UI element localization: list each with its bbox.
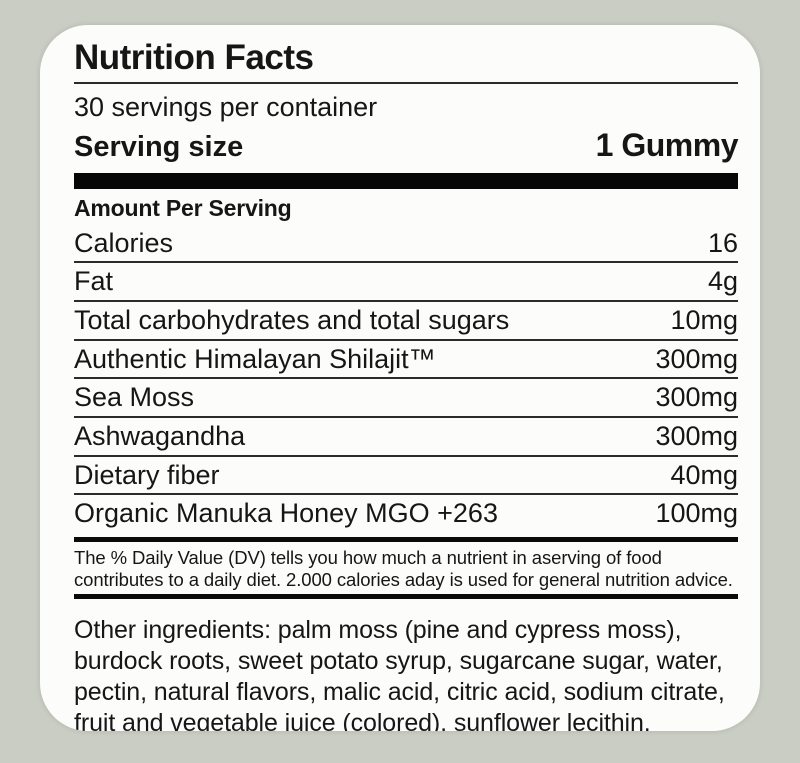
other-ingredients-line: burdock roots, sweet potato syrup, sugar… (74, 647, 723, 676)
nutrient-name: Fat (74, 266, 114, 297)
table-row: Dietary fiber 40mg (74, 457, 738, 496)
footnote-top-bar (74, 537, 738, 543)
daily-value-footnote: The % Daily Value (DV) tells you how muc… (74, 542, 738, 594)
amount-per-serving-heading: Amount Per Serving (74, 194, 292, 221)
nutrient-amount: 10mg (670, 305, 738, 336)
footnote-bottom-bar (74, 594, 738, 600)
nutrient-amount: 300mg (655, 382, 738, 413)
nutrient-amount: 16 (707, 227, 738, 258)
nutrient-amount: 100mg (655, 498, 738, 529)
table-row: Ashwagandha 300mg (74, 418, 738, 457)
daily-value-footnote-line: The % Daily Value (DV) tells you how muc… (74, 547, 662, 569)
table-row: Authentic Himalayan Shilajit™ 300mg (74, 341, 738, 380)
nutrient-name: Organic Manuka Honey MGO +263 (74, 498, 498, 529)
nutrient-table: Calories 16 Fat 4g Total carbohydrates a… (74, 225, 738, 533)
other-ingredients-line: fruit and vegetable juice (colored), sun… (74, 709, 651, 731)
other-ingredients-paragraph: Other ingredients: palm moss (pine and c… (74, 615, 738, 731)
table-row: Calories 16 (74, 225, 738, 264)
nutrient-amount: 40mg (670, 459, 738, 490)
nutrient-name: Authentic Himalayan Shilajit™ (74, 343, 436, 374)
other-ingredients-line: Other ingredients: palm moss (pine and c… (74, 616, 682, 645)
nutrient-name: Calories (74, 227, 174, 258)
table-row: Organic Manuka Honey MGO +263 100mg (74, 495, 738, 532)
nutrient-name: Dietary fiber (74, 459, 220, 490)
other-ingredients-line: pectin, natural flavors, malic acid, cit… (74, 678, 725, 707)
nutrient-name: Total carbohydrates and total sugars (74, 305, 510, 336)
table-row: Fat 4g (74, 263, 738, 303)
table-row: Total carbohydrates and total sugars 10m… (74, 302, 738, 341)
table-row: Sea Moss 300mg (74, 379, 738, 419)
serving-size-label: Serving size (74, 130, 244, 163)
nutrient-amount: 4g (707, 266, 738, 297)
title-divider (74, 81, 738, 84)
label-title: Nutrition Facts (74, 38, 314, 77)
serving-size-value: 1 Gummy (595, 126, 739, 163)
nutrient-name: Sea Moss (74, 382, 195, 413)
nutrition-facts-label: Nutrition Facts 30 servings per containe… (40, 25, 760, 731)
servings-per-container: 30 servings per container (74, 91, 378, 122)
serving-size-row: Serving size 1 Gummy (74, 126, 739, 164)
thick-divider-bar (74, 172, 738, 189)
nutrient-amount: 300mg (655, 343, 738, 374)
nutrient-amount: 300mg (655, 421, 738, 452)
nutrient-name: Ashwagandha (74, 421, 246, 452)
daily-value-footnote-line: contributes to a daily diet. 2.000 calor… (74, 568, 733, 590)
